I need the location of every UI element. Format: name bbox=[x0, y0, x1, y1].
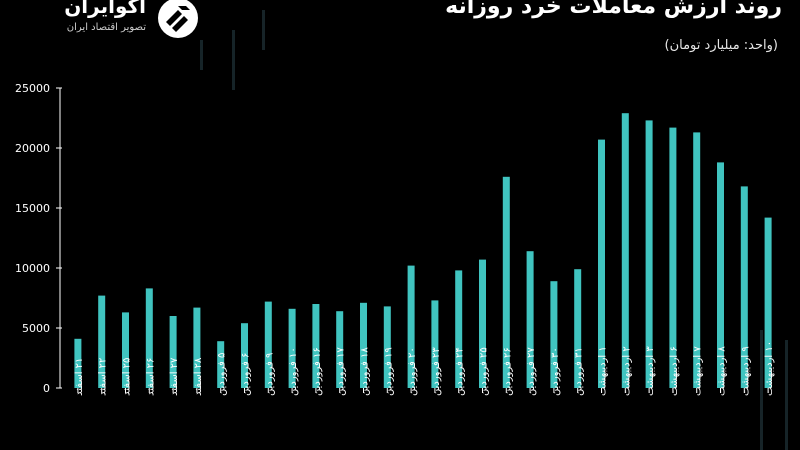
y-tick-label: 20000 bbox=[15, 142, 50, 155]
y-tick-label: 10000 bbox=[15, 262, 50, 275]
bar bbox=[241, 323, 248, 388]
x-tick-label: ۲۶ اسفند bbox=[145, 358, 156, 396]
y-tick-label: 5000 bbox=[22, 322, 50, 335]
bar bbox=[574, 269, 582, 388]
background-candle bbox=[200, 40, 203, 70]
background-candle bbox=[760, 330, 763, 450]
bar bbox=[693, 132, 701, 388]
x-tick-label: ۲ اردیبهشت bbox=[621, 346, 632, 396]
x-tick-label: ۳۱ فروردین bbox=[574, 347, 585, 396]
bar bbox=[145, 288, 153, 388]
bar bbox=[526, 251, 534, 388]
bar bbox=[336, 311, 344, 388]
bar bbox=[550, 281, 558, 388]
background-candlesticks bbox=[200, 10, 788, 450]
bar bbox=[169, 316, 177, 388]
bar bbox=[455, 270, 463, 388]
bar bbox=[312, 304, 320, 388]
brand-mark-icon bbox=[156, 0, 200, 40]
x-tick-label: ۲۸ اسفند bbox=[193, 357, 204, 396]
y-tick-label: 0 bbox=[43, 382, 50, 395]
x-tick-label: ۹ اردیبهشت bbox=[740, 346, 751, 396]
bar bbox=[669, 127, 677, 388]
x-tick-label: ۲۳ فروردین bbox=[431, 347, 442, 396]
bar bbox=[502, 176, 510, 388]
bar bbox=[74, 338, 82, 388]
x-tick-label: ۲۴ فروردین bbox=[455, 347, 466, 396]
bar bbox=[621, 113, 629, 388]
background-candle bbox=[232, 30, 235, 90]
bar bbox=[217, 341, 225, 388]
x-tick-label: ۸ اردیبهشت bbox=[717, 346, 728, 396]
x-tick-label: ۱ اردیبهشت bbox=[598, 346, 609, 396]
x-tick-label: ۲۶ فروردین bbox=[502, 347, 513, 396]
x-tick-label: ۱۸ فروردین bbox=[360, 347, 371, 396]
y-tick-label: 25000 bbox=[15, 82, 50, 95]
y-axis: 25000 20000 15000 10000 5000 0 bbox=[15, 82, 62, 395]
x-tick-label: ۲۷ اسفند bbox=[169, 357, 180, 396]
bar bbox=[383, 306, 391, 388]
bar bbox=[740, 186, 748, 388]
chart-subtitle: (واحد: میلیارد تومان) bbox=[664, 38, 778, 53]
x-tick-label: ۹ فروردین bbox=[264, 353, 275, 396]
x-tick-label: ۳ اردیبهشت bbox=[645, 346, 656, 396]
background-candle bbox=[262, 10, 265, 50]
chart-title: روند ارزش معاملات خرد روزانه bbox=[445, 0, 782, 19]
bars bbox=[74, 113, 772, 389]
x-tick-label: ۱۹ فروردین bbox=[383, 347, 394, 396]
bar bbox=[360, 302, 367, 388]
x-tick-label: ۶ فروردین bbox=[241, 353, 252, 396]
x-tick-label: ۶ اردیبهشت bbox=[669, 346, 680, 396]
x-tick-label: ۷ اردیبهشت bbox=[693, 346, 704, 396]
x-tick-label: ۲۱ اسفند bbox=[74, 358, 85, 396]
x-tick-label: ۲۷ فروردین bbox=[526, 347, 537, 396]
x-tick-label: ۲۵ فروردین bbox=[479, 347, 490, 396]
brand-logo: اکوایران تصویر اقتصاد ایران bbox=[30, 0, 200, 44]
y-tick-label: 15000 bbox=[15, 202, 50, 215]
x-tick-label: ۵ فروردین bbox=[217, 353, 228, 396]
bar bbox=[288, 308, 296, 388]
bar bbox=[764, 217, 772, 388]
bar bbox=[122, 312, 129, 388]
x-tick-label: ۱۶ فروردین bbox=[312, 347, 323, 396]
bar bbox=[264, 301, 272, 388]
brand-tagline: تصویر اقتصاد ایران bbox=[66, 22, 146, 33]
bar bbox=[193, 307, 201, 388]
bar bbox=[479, 259, 486, 388]
bar bbox=[431, 300, 439, 388]
x-tick-label: ۲۵ اسفند bbox=[122, 358, 133, 396]
bar bbox=[717, 162, 724, 388]
x-tick-label: ۱۰ فروردین bbox=[288, 347, 299, 396]
x-axis: ۲۱ اسفند ۲۲ اسفند ۲۵ اسفند ۲۶ اسفند ۲۷ اسفند… bbox=[74, 341, 775, 396]
bar bbox=[98, 295, 106, 388]
bar bbox=[598, 139, 605, 388]
x-tick-label: ۱۰ اردیبهشت bbox=[764, 341, 775, 396]
x-tick-label: ۲۲ اسفند bbox=[98, 358, 109, 396]
brand-name: اکوایران bbox=[64, 0, 146, 18]
x-tick-label: ۳۰ فروردین bbox=[550, 347, 561, 396]
x-tick-label: ۲۰ فروردین bbox=[407, 347, 418, 396]
background-candle bbox=[785, 340, 788, 450]
bar bbox=[407, 265, 415, 388]
x-tick-label: ۱۷ فروردین bbox=[336, 347, 347, 396]
bar bbox=[645, 120, 653, 389]
